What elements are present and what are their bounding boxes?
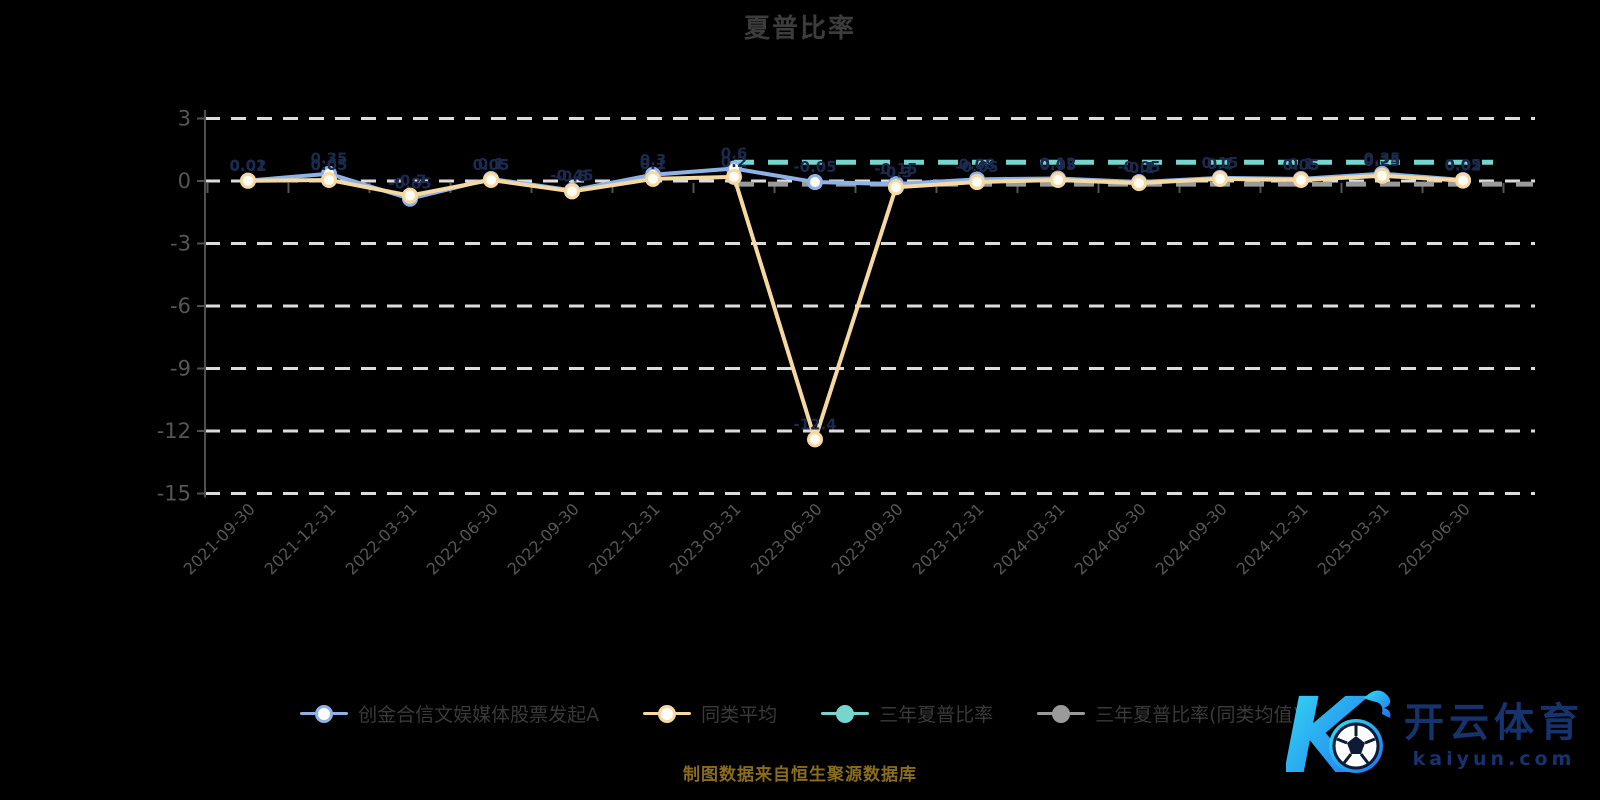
y-axis-label: 0 — [178, 169, 191, 193]
data-point-label: 0.1 — [640, 155, 667, 173]
x-axis-label: 2023-12-31 — [909, 499, 988, 578]
x-axis-label: 2024-03-31 — [990, 499, 1069, 578]
data-point[interactable] — [240, 172, 256, 189]
x-axis-label: 2023-03-31 — [666, 499, 745, 578]
data-point-label: -0.15 — [874, 160, 917, 178]
legend-item-three-year-sharpe-peer[interactable]: 三年夏普比率(同类均值) — [1037, 700, 1300, 727]
kaiyun-watermark: K 开云体育 kaiyun.com — [1286, 680, 1584, 792]
data-point-label: 0.01 — [229, 157, 266, 175]
data-point-label: 0.05 — [310, 156, 347, 174]
x-axis-label: 2022-06-30 — [423, 499, 502, 578]
data-point-label: 0.25 — [1363, 152, 1400, 170]
data-point[interactable] — [1131, 175, 1147, 192]
data-point-label: 0.05 — [1282, 156, 1319, 174]
data-point-label: -0.85 — [388, 175, 431, 193]
y-axis-label: -3 — [170, 232, 191, 256]
data-point-label: 0.02 — [1444, 157, 1481, 175]
data-point-label: 0.35 — [310, 150, 347, 168]
kaiyun-k-football-logo-icon: K — [1286, 680, 1391, 792]
x-axis-label: 2021-12-31 — [261, 499, 340, 578]
data-point[interactable] — [483, 171, 499, 188]
data-point-label: 0.1 — [478, 155, 505, 173]
data-point[interactable] — [1050, 171, 1066, 188]
data-point[interactable] — [969, 174, 985, 191]
y-axis-label: -12 — [157, 419, 191, 443]
data-point[interactable] — [402, 187, 418, 204]
y-axis-label: -6 — [170, 294, 191, 318]
data-point-label: 0.3 — [640, 151, 667, 169]
x-axis-label: 2022-03-31 — [342, 499, 421, 578]
x-axis-label: 2024-12-31 — [1233, 499, 1312, 578]
data-point-label: -12.4 — [793, 415, 836, 433]
kaiyun-watermark-text: 开云体育 kaiyun.com — [1404, 702, 1584, 770]
y-axis-label: 3 — [178, 107, 191, 131]
data-point-label: 0.05 — [1444, 156, 1481, 174]
data-point[interactable] — [1455, 172, 1471, 189]
legend-item-fund[interactable]: 创金合信文娱媒体股票发起A — [300, 700, 599, 727]
data-point-label: 0.15 — [1201, 154, 1238, 172]
page-title: 夏普比率 — [743, 14, 856, 44]
x-axis-label: 2022-09-30 — [504, 499, 583, 578]
data-point-label: 0.05 — [1039, 156, 1076, 174]
data-point[interactable] — [726, 168, 742, 185]
legend-marker-peer-icon — [643, 704, 692, 723]
data-point-label: 0.1 — [1288, 155, 1315, 173]
x-axis-label: 2022-12-31 — [585, 499, 664, 578]
kaiyun-brand-name: 开云体育 — [1404, 700, 1584, 746]
data-source-caption: 制图数据来自恒生聚源数据库 — [683, 765, 917, 785]
legend-label-three-year-sharpe: 三年夏普比率 — [879, 704, 994, 726]
legend-item-three-year-sharpe[interactable]: 三年夏普比率 — [821, 700, 993, 727]
data-point-label: -0.7 — [394, 172, 427, 190]
legend-marker-three-year-peer-icon — [1037, 704, 1086, 723]
data-point[interactable] — [1374, 167, 1390, 184]
data-point-label: -0.5 — [556, 167, 589, 185]
data-point[interactable] — [888, 179, 904, 196]
x-axis-label: 2023-09-30 — [828, 499, 907, 578]
x-axis-label: 2021-09-30 — [180, 499, 259, 578]
chart-legend: 创金合信文娱媒体股票发起A 同类平均 三年夏普比率 三年夏普比率(同类均值) — [0, 700, 1600, 727]
data-point[interactable] — [807, 431, 823, 448]
data-point-label: 0.12 — [1039, 155, 1076, 173]
legend-marker-fund-icon — [300, 704, 349, 723]
legend-label-three-year-sharpe-peer: 三年夏普比率(同类均值) — [1095, 704, 1300, 726]
data-point-label: -0.45 — [550, 166, 593, 184]
data-point-label: 0.1 — [1207, 155, 1234, 173]
kaiyun-url: kaiyun.com — [1412, 748, 1576, 770]
data-point-label: 0.08 — [958, 155, 995, 173]
data-point-label: -0.05 — [793, 158, 836, 176]
legend-label-peer-average: 同类平均 — [701, 704, 778, 726]
data-point[interactable] — [807, 174, 823, 191]
data-point-label: 0.6 — [721, 145, 748, 163]
data-point[interactable] — [564, 183, 580, 200]
data-point-label: -0.1 — [1123, 159, 1156, 177]
data-point[interactable] — [321, 171, 337, 188]
y-axis-label: -15 — [157, 482, 191, 506]
data-point-label: -0.05 — [955, 158, 998, 176]
data-point[interactable] — [1293, 171, 1309, 188]
data-point-label: -0.3 — [880, 163, 913, 181]
x-axis-label: 2025-06-30 — [1395, 499, 1474, 578]
data-point-label: 0.05 — [472, 156, 509, 174]
legend-label-fund: 创金合信文娱媒体股票发起A — [358, 704, 600, 726]
data-point-label: 0.35 — [1363, 150, 1400, 168]
legend-marker-three-year-icon — [821, 704, 870, 723]
x-axis-label: 2024-06-30 — [1071, 499, 1150, 578]
x-axis-label: 2025-03-31 — [1314, 499, 1393, 578]
data-point-label: -0.05 — [1117, 158, 1160, 176]
x-axis-label: 2023-06-30 — [747, 499, 826, 578]
data-point[interactable] — [1212, 170, 1228, 187]
x-axis-label: 2024-09-30 — [1152, 499, 1231, 578]
series-line-1 — [246, 173, 1465, 442]
data-point-label: 0.02 — [229, 157, 266, 175]
y-axis-label: -9 — [170, 357, 191, 381]
data-point[interactable] — [645, 170, 661, 187]
data-point-label: 0.2 — [721, 153, 748, 171]
legend-item-peer-average[interactable]: 同类平均 — [643, 700, 777, 727]
